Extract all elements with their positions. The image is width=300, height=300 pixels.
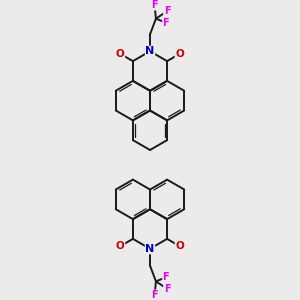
Text: F: F [164, 284, 170, 294]
Text: F: F [151, 0, 158, 10]
Text: N: N [146, 244, 154, 254]
Text: O: O [116, 49, 125, 59]
Text: O: O [116, 241, 125, 251]
Text: F: F [163, 272, 169, 282]
Text: F: F [151, 290, 158, 300]
Text: O: O [175, 241, 184, 251]
Text: F: F [164, 6, 170, 16]
Text: N: N [146, 46, 154, 56]
Text: O: O [175, 49, 184, 59]
Text: F: F [163, 18, 169, 28]
